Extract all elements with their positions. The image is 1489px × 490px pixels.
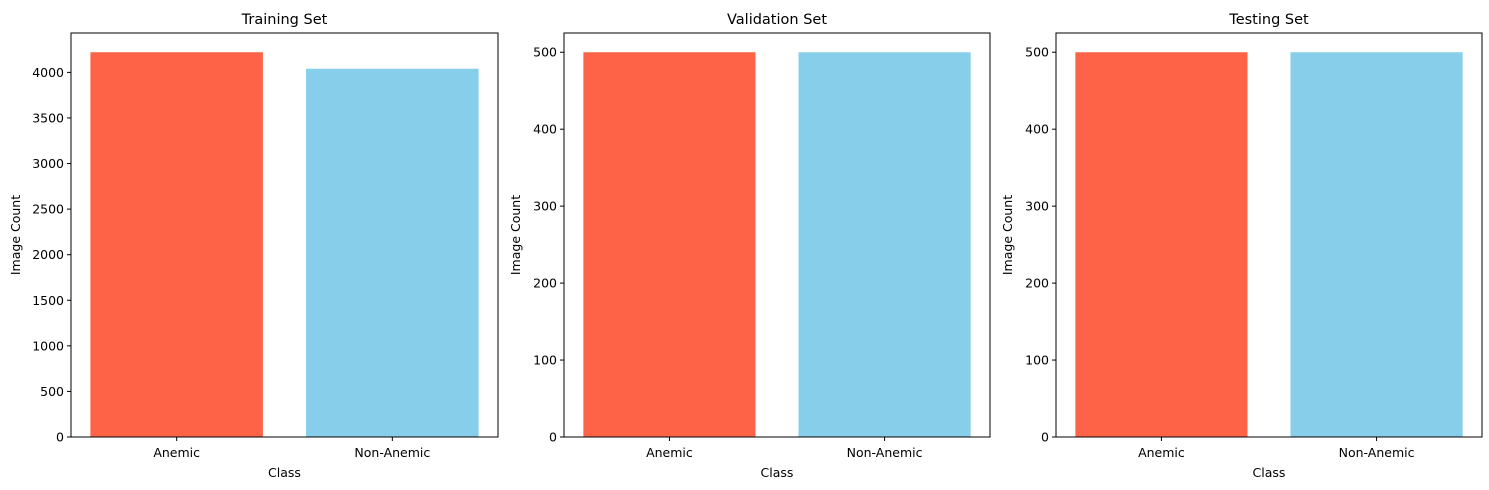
y-tick-label: 0 [56,430,64,445]
y-tick-label: 400 [1025,122,1049,137]
y-tick-label: 300 [1025,199,1049,214]
bar-non-anemic [306,68,479,437]
axes-frame [1055,32,1483,438]
y-tick-label: 500 [533,45,557,60]
y-tick-label: 2000 [32,247,64,262]
x-axis-label: Class [268,465,301,480]
chart-title: Training Set [241,12,328,28]
bar-non-anemic [1290,52,1463,437]
y-tick-label: 100 [1025,353,1049,368]
y-tick-label: 200 [533,276,557,291]
y-tick-label: 1500 [32,293,64,308]
x-tick-label: Non-Anemic [1339,445,1415,460]
x-tick-label: Non-Anemic [847,445,923,460]
chart-title: Validation Set [727,12,827,28]
y-tick-label: 500 [40,384,64,399]
bar-anemic [583,52,756,437]
bar-anemic [90,52,263,437]
y-tick-label: 400 [533,122,557,137]
y-tick-label: 3000 [32,156,64,171]
axes-frame [70,32,499,438]
y-axis-label: Image Count [508,195,523,275]
x-tick-label: Anemic [646,445,693,460]
y-tick-label: 300 [533,199,557,214]
y-tick-label: 200 [1025,276,1049,291]
x-tick-label: Anemic [153,445,200,460]
y-tick-label: 100 [533,353,557,368]
y-axis-label: Image Count [8,195,23,275]
y-tick-label: 2500 [32,202,64,217]
chart-panel-0: Anemic Non-Anemic 0 500 1000 1500 2000 2500 3000… [8,12,499,480]
axes-frame [563,32,991,438]
x-axis-label: Class [761,465,794,480]
bar-non-anemic [798,52,971,437]
x-tick-label: Anemic [1138,445,1185,460]
y-tick-label: 1000 [32,338,64,353]
x-tick-label: Non-Anemic [354,445,430,460]
chart-panel-2: Anemic Non-Anemic 0 100 200 300 400 500 Testing … [1000,12,1483,480]
y-tick-label: 0 [1041,430,1049,445]
chart-title: Testing Set [1228,12,1309,28]
y-tick-label: 3500 [32,110,64,125]
y-tick-label: 4000 [32,65,64,80]
y-axis-label: Image Count [1000,195,1015,275]
y-tick-label: 500 [1025,45,1049,60]
bar-anemic [1075,52,1248,437]
y-tick-label: 0 [549,430,557,445]
x-axis-label: Class [1253,465,1286,480]
chart-panel-1: Anemic Non-Anemic 0 100 200 300 400 500 Validati… [508,12,991,480]
